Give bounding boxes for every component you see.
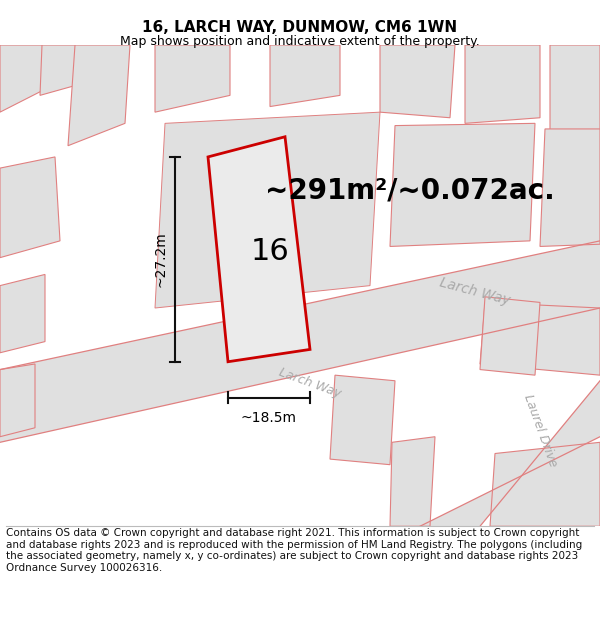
Text: 16: 16 — [250, 237, 289, 266]
Text: Map shows position and indicative extent of the property.: Map shows position and indicative extent… — [120, 35, 480, 48]
Text: ~18.5m: ~18.5m — [241, 411, 297, 425]
Polygon shape — [540, 129, 600, 246]
Text: ~27.2m: ~27.2m — [154, 231, 168, 288]
Polygon shape — [0, 157, 60, 258]
Polygon shape — [420, 381, 600, 526]
Polygon shape — [390, 437, 435, 526]
Polygon shape — [208, 137, 310, 362]
Polygon shape — [380, 45, 455, 118]
Polygon shape — [68, 45, 130, 146]
Text: Larch Way: Larch Way — [438, 275, 512, 308]
Polygon shape — [550, 45, 600, 140]
Polygon shape — [0, 274, 45, 352]
Polygon shape — [155, 45, 230, 112]
Polygon shape — [270, 45, 340, 106]
Text: Contains OS data © Crown copyright and database right 2021. This information is : Contains OS data © Crown copyright and d… — [6, 528, 582, 573]
Polygon shape — [40, 45, 105, 96]
Text: Larch Way: Larch Way — [277, 366, 343, 400]
Polygon shape — [480, 297, 540, 375]
Polygon shape — [390, 123, 535, 246]
Text: Laurel Drive: Laurel Drive — [521, 393, 559, 469]
Polygon shape — [490, 442, 600, 526]
Polygon shape — [480, 302, 600, 375]
Polygon shape — [465, 45, 540, 123]
Text: ~291m²/~0.072ac.: ~291m²/~0.072ac. — [265, 176, 555, 204]
Text: 16, LARCH WAY, DUNMOW, CM6 1WN: 16, LARCH WAY, DUNMOW, CM6 1WN — [142, 20, 458, 35]
Polygon shape — [0, 364, 35, 437]
Polygon shape — [0, 45, 65, 112]
Polygon shape — [0, 241, 600, 442]
Polygon shape — [330, 375, 395, 465]
Polygon shape — [155, 112, 380, 308]
